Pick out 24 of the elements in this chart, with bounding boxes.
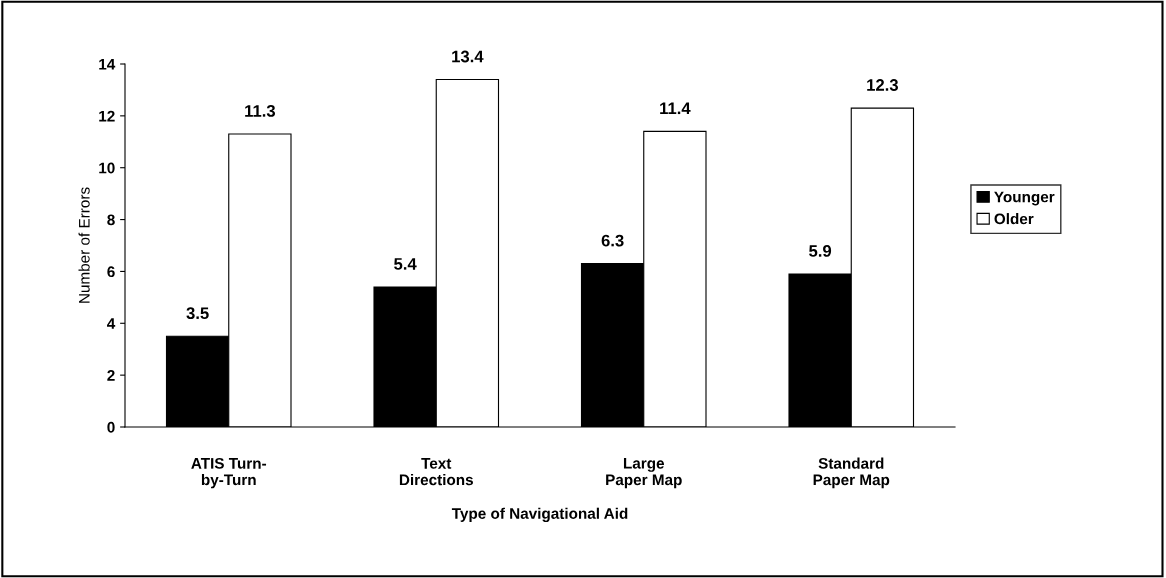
legend-label: Younger	[994, 191, 1055, 206]
data-label: 5.4	[394, 258, 417, 270]
x-tick-label: Text Directions	[399, 458, 473, 486]
y-tick-label: 4	[107, 318, 116, 329]
data-label: 3.5	[186, 307, 209, 320]
y-tick-label: 8	[107, 214, 115, 226]
y-tick-label: 10	[99, 162, 115, 174]
x-axis-title: Type of Navigational Aid	[451, 507, 628, 523]
data-label: 5.9	[809, 245, 832, 257]
data-label: 11.3	[245, 105, 276, 117]
y-tick-label: 12	[99, 110, 115, 122]
x-tick-label: Standard Paper Map	[813, 457, 890, 489]
data-label: 13.4	[452, 50, 484, 63]
data-label: 6.3	[601, 234, 624, 247]
legend-label: Older	[994, 213, 1034, 225]
y-tick-label: 2	[107, 370, 115, 381]
data-label: 11.4	[660, 102, 691, 115]
x-tick-label: Large Paper Map	[606, 458, 682, 489]
x-tick-label: ATIS Turn- by-Turn	[191, 457, 267, 489]
y-tick-label: 6	[107, 266, 115, 278]
y-tick-label: 0	[107, 421, 115, 433]
data-label: 12.3	[867, 79, 898, 91]
y-axis-title: Number of Errors	[78, 187, 90, 303]
y-tick-label: 14	[99, 59, 116, 70]
